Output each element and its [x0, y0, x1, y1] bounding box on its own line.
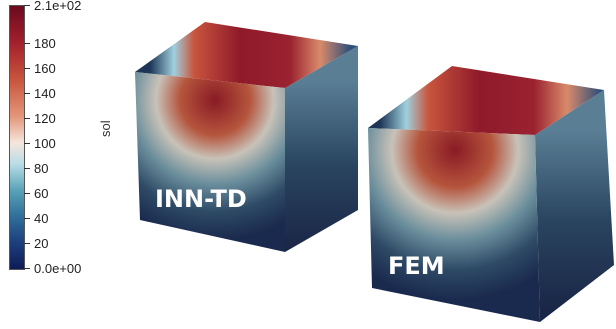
colorbar-tick: [24, 193, 30, 194]
colorbar-tick-label: 80: [34, 161, 49, 176]
colorbar-tick: [24, 93, 30, 94]
cube-fem-label: FEM: [388, 252, 445, 280]
colorbar-tick-label: 100: [34, 136, 56, 151]
cube-inn-td-label: INN-TD: [155, 185, 247, 213]
cube-inn-td-side-face: [285, 46, 358, 252]
colorbar-tick: [24, 243, 30, 244]
colorbar-tick: [24, 118, 30, 119]
colorbar-tick: [24, 218, 30, 219]
colorbar-tick: [24, 143, 30, 144]
cube-inn-td: INN-TD: [135, 22, 358, 252]
colorbar-tick: [24, 68, 30, 69]
colorbar-tick-label: 140: [34, 86, 56, 101]
cube-fem-front-face: [368, 128, 540, 322]
colorbar-tick: [24, 43, 30, 44]
colorbar-tick-label: 180: [34, 36, 56, 51]
cube-inn-td-front-face: [135, 72, 285, 252]
cube-inn-td-top-face: [135, 22, 358, 88]
colorbar-tick: [24, 168, 30, 169]
cube-fem: FEM: [368, 66, 614, 322]
colorbar-tick-label: 2.1e+02: [34, 0, 82, 13]
colorbar-tick-label: 120: [34, 111, 56, 126]
colorbar-tick-label: 20: [34, 236, 49, 251]
colorbar: [9, 5, 25, 270]
colorbar-tick-label: 0.0e+00: [34, 261, 82, 276]
colorbar-tick-label: 160: [34, 61, 56, 76]
cube-fem-side-face: [535, 90, 614, 322]
colorbar-tick: [24, 268, 30, 269]
colorbar-tick-label: 40: [34, 211, 49, 226]
cube-fem-top-face: [368, 66, 604, 135]
colorbar-tick-label: 60: [34, 186, 49, 201]
colorbar-tick: [24, 5, 30, 6]
